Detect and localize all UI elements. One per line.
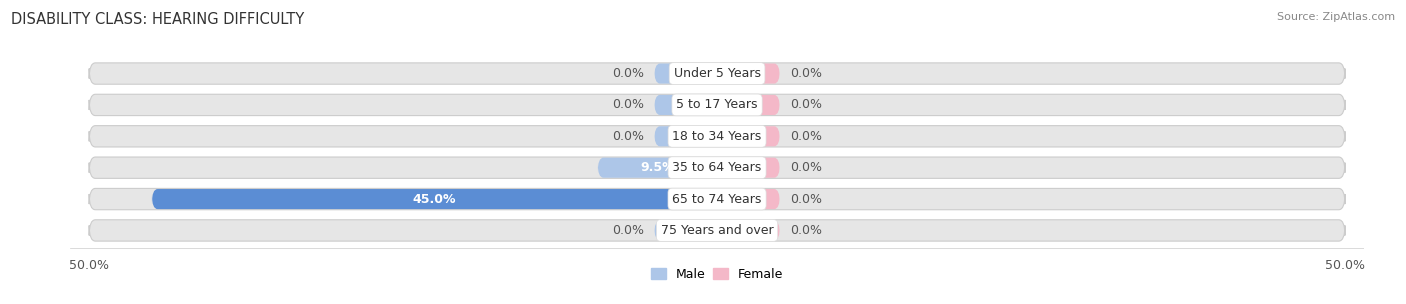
Text: 35 to 64 Years: 35 to 64 Years [672,161,762,174]
FancyBboxPatch shape [717,64,780,84]
FancyBboxPatch shape [89,126,1346,147]
FancyBboxPatch shape [717,95,780,115]
FancyBboxPatch shape [717,158,780,178]
FancyBboxPatch shape [89,188,1346,210]
Text: 0.0%: 0.0% [612,224,644,237]
FancyBboxPatch shape [654,126,717,146]
Text: 0.0%: 0.0% [612,67,644,80]
Text: 65 to 74 Years: 65 to 74 Years [672,192,762,206]
Text: 18 to 34 Years: 18 to 34 Years [672,130,762,143]
Text: DISABILITY CLASS: HEARING DIFFICULTY: DISABILITY CLASS: HEARING DIFFICULTY [11,12,305,27]
FancyBboxPatch shape [89,63,1346,84]
FancyBboxPatch shape [89,220,1346,241]
FancyBboxPatch shape [717,220,780,240]
Text: 0.0%: 0.0% [790,192,823,206]
Text: Source: ZipAtlas.com: Source: ZipAtlas.com [1277,12,1395,22]
Text: 0.0%: 0.0% [790,67,823,80]
Legend: Male, Female: Male, Female [645,263,789,286]
FancyBboxPatch shape [717,189,780,209]
FancyBboxPatch shape [89,157,1346,178]
Text: 0.0%: 0.0% [790,161,823,174]
FancyBboxPatch shape [598,158,717,178]
Text: 0.0%: 0.0% [612,130,644,143]
Text: 0.0%: 0.0% [612,98,644,112]
Text: 45.0%: 45.0% [413,192,456,206]
FancyBboxPatch shape [717,126,780,146]
Text: 9.5%: 9.5% [640,161,675,174]
Text: 0.0%: 0.0% [790,98,823,112]
Text: 0.0%: 0.0% [790,130,823,143]
Text: 75 Years and over: 75 Years and over [661,224,773,237]
Text: 5 to 17 Years: 5 to 17 Years [676,98,758,112]
Text: 0.0%: 0.0% [790,224,823,237]
FancyBboxPatch shape [654,95,717,115]
Text: Under 5 Years: Under 5 Years [673,67,761,80]
FancyBboxPatch shape [89,94,1346,116]
FancyBboxPatch shape [654,220,717,240]
FancyBboxPatch shape [654,64,717,84]
FancyBboxPatch shape [152,189,717,209]
